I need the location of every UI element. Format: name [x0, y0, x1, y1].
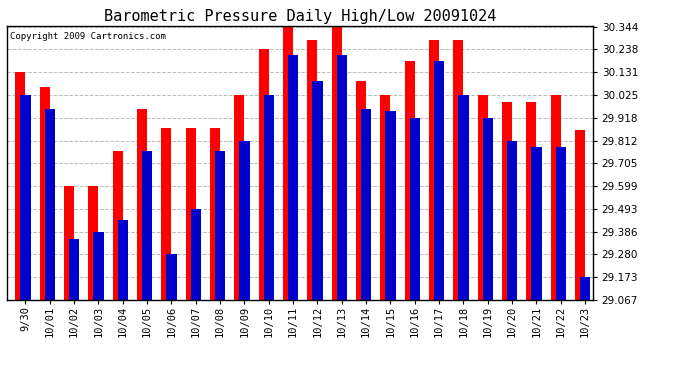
Bar [161, 128, 171, 300]
Bar [526, 102, 536, 300]
Bar [385, 111, 395, 300]
Bar [575, 130, 585, 300]
Bar [190, 209, 201, 300]
Bar [39, 87, 50, 300]
Bar [45, 109, 55, 300]
Bar [453, 40, 464, 300]
Bar [331, 27, 342, 300]
Bar [361, 109, 371, 300]
Bar [580, 277, 590, 300]
Text: Copyright 2009 Cartronics.com: Copyright 2009 Cartronics.com [10, 32, 166, 41]
Bar [404, 61, 415, 300]
Bar [210, 128, 220, 300]
Bar [186, 128, 196, 300]
Bar [337, 56, 347, 300]
Bar [283, 27, 293, 300]
Bar [483, 118, 493, 300]
Bar [215, 151, 225, 300]
Bar [507, 141, 518, 300]
Bar [15, 72, 26, 300]
Bar [356, 81, 366, 300]
Bar [234, 95, 244, 300]
Bar [429, 40, 439, 300]
Bar [88, 186, 99, 300]
Bar [434, 61, 444, 300]
Bar [502, 102, 512, 300]
Bar [458, 95, 469, 300]
Bar [259, 50, 269, 300]
Bar [137, 109, 147, 300]
Bar [117, 220, 128, 300]
Bar [93, 232, 104, 300]
Bar [264, 95, 274, 300]
Bar [307, 40, 317, 300]
Bar [380, 95, 391, 300]
Bar [410, 118, 420, 300]
Bar [313, 81, 322, 300]
Bar [477, 95, 488, 300]
Bar [166, 254, 177, 300]
Title: Barometric Pressure Daily High/Low 20091024: Barometric Pressure Daily High/Low 20091… [104, 9, 496, 24]
Bar [551, 95, 561, 300]
Bar [239, 141, 250, 300]
Bar [288, 56, 298, 300]
Bar [69, 239, 79, 300]
Bar [142, 151, 152, 300]
Bar [64, 186, 74, 300]
Bar [531, 147, 542, 300]
Bar [20, 95, 30, 300]
Bar [112, 151, 123, 300]
Bar [555, 147, 566, 300]
